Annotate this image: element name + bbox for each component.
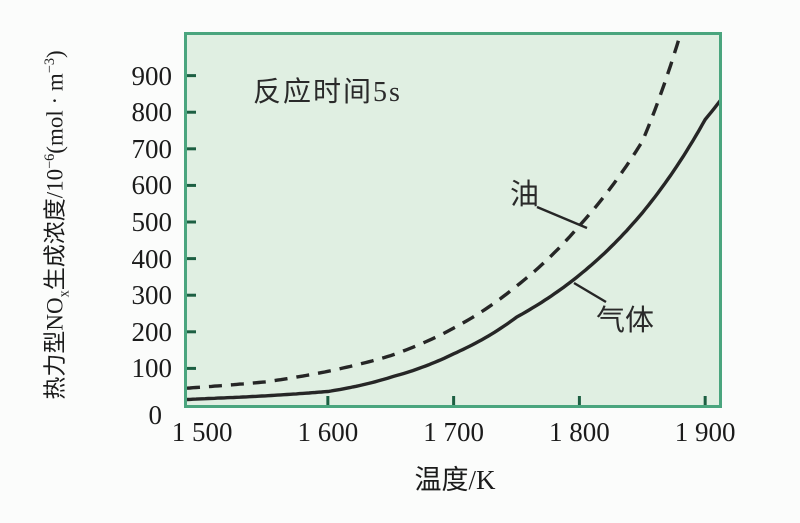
y-tick-label: 900 [131, 60, 173, 91]
y-axis-title-segment: (mol · m [42, 73, 68, 154]
y-tick-label: 600 [131, 170, 173, 201]
x-tick-label: 1 900 [674, 417, 736, 447]
x-tick-label: 1 800 [549, 417, 610, 447]
y-tick-label: 700 [131, 133, 173, 164]
curve-oil [187, 35, 682, 390]
y-axis-title-segment: x [56, 290, 73, 298]
x-axis-title: 温度/K [414, 465, 496, 495]
x-tick-label: 1 600 [297, 417, 359, 447]
y-axis-title-segment: −6 [42, 153, 58, 169]
y-tick-label: 400 [131, 243, 173, 274]
series-label-oil: 油 [510, 179, 540, 211]
x-tick-label: 1 500 [171, 417, 233, 447]
plot-canvas [187, 35, 719, 405]
leader-line-gas [573, 281, 607, 304]
x-tick-label: 1 700 [423, 417, 484, 447]
y-axis-title-segment: ) [42, 50, 68, 59]
plot-area [184, 32, 722, 408]
y-axis-title: 热力型NOx生成浓度/10−6(mol · m−3) [33, 15, 72, 435]
curve-gas [187, 99, 719, 402]
y-tick-label: 100 [131, 353, 173, 384]
y-tick-label: 500 [131, 207, 173, 237]
y-tick-label: 300 [131, 280, 173, 311]
y-axis-title-segment: 生成浓度/10 [42, 168, 68, 291]
y-axis-title-segment: −3 [42, 58, 58, 74]
y-tick-label: 800 [131, 97, 173, 128]
reaction-time-annotation: 反应时间5s [253, 77, 402, 108]
y-tick-label: 0 [148, 400, 163, 430]
y-axis-title-segment: 热力型NO [42, 297, 68, 400]
leader-line-oil [536, 205, 588, 230]
series-label-gas: 气体 [596, 305, 655, 337]
y-tick-label: 200 [131, 316, 173, 347]
